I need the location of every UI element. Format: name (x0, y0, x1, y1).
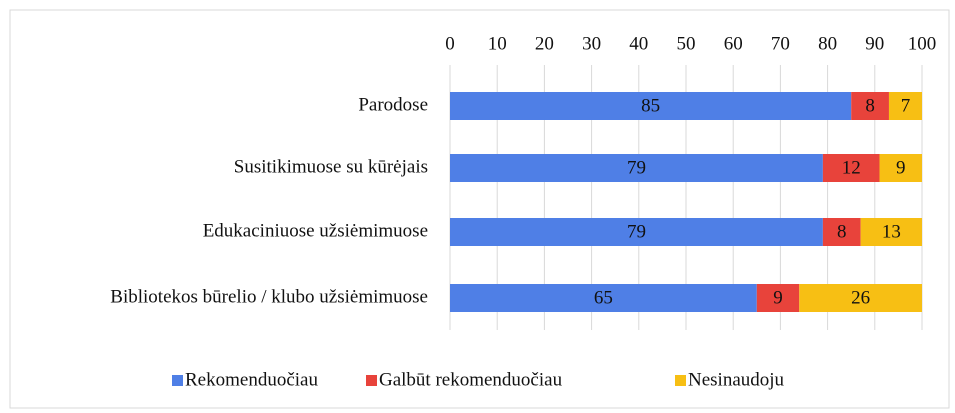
legend-swatch (172, 375, 183, 386)
data-label: 9 (773, 287, 783, 308)
data-label: 12 (842, 157, 861, 178)
x-tick-label: 100 (908, 33, 937, 54)
x-tick-label: 80 (818, 33, 837, 54)
data-label: 79 (627, 157, 646, 178)
bar-segment (851, 92, 889, 120)
data-label: 79 (627, 221, 646, 242)
data-label: 8 (837, 221, 847, 242)
legend-label: Rekomenduočiau (185, 369, 318, 390)
bar-segment (888, 92, 922, 120)
legend-label: Nesinaudoju (688, 369, 785, 390)
x-tick-label: 0 (445, 33, 455, 54)
x-tick-label: 30 (582, 33, 601, 54)
data-label: 9 (896, 157, 906, 178)
category-label: Bibliotekos būrelio / klubo užsiėmimuose (110, 286, 428, 307)
legend-label: Galbūt rekomenduočiau (379, 369, 563, 390)
x-tick-label: 20 (535, 33, 554, 54)
bar-segment (822, 154, 880, 182)
bar-segment (450, 218, 823, 246)
data-label: 65 (594, 287, 613, 308)
bar-segment (450, 284, 757, 312)
chart-border (9, 9, 950, 409)
x-tick-label: 70 (771, 33, 790, 54)
legend-swatch (675, 375, 686, 386)
data-label: 13 (882, 221, 901, 242)
category-label: Susitikimuose su kūrėjais (234, 156, 428, 177)
data-label: 7 (901, 95, 911, 116)
x-tick-label: 40 (629, 33, 648, 54)
legend-swatch (366, 375, 377, 386)
x-tick-label: 90 (865, 33, 884, 54)
data-label: 8 (865, 95, 875, 116)
bar-segment (799, 284, 922, 312)
data-label: 85 (641, 95, 660, 116)
bar-segment (822, 218, 861, 246)
bar-segment (860, 218, 922, 246)
bar-segment (879, 154, 922, 182)
x-tick-label: 10 (488, 33, 507, 54)
x-tick-label: 50 (677, 33, 696, 54)
data-label: 26 (851, 287, 870, 308)
category-label: Parodose (358, 94, 428, 115)
x-tick-label: 60 (724, 33, 743, 54)
bar-segment (450, 154, 823, 182)
category-label: Edukaciniuose užsiėmimuose (203, 220, 428, 241)
bar-segment (450, 92, 852, 120)
bar-segment (756, 284, 800, 312)
